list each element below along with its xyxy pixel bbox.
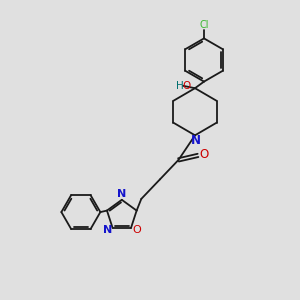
- Text: N: N: [118, 189, 127, 200]
- Text: H: H: [176, 81, 183, 91]
- Text: N: N: [190, 134, 201, 147]
- Text: N: N: [103, 224, 112, 235]
- Text: O: O: [183, 81, 191, 91]
- Text: O: O: [132, 225, 141, 236]
- Text: O: O: [200, 148, 208, 161]
- Text: Cl: Cl: [199, 20, 209, 30]
